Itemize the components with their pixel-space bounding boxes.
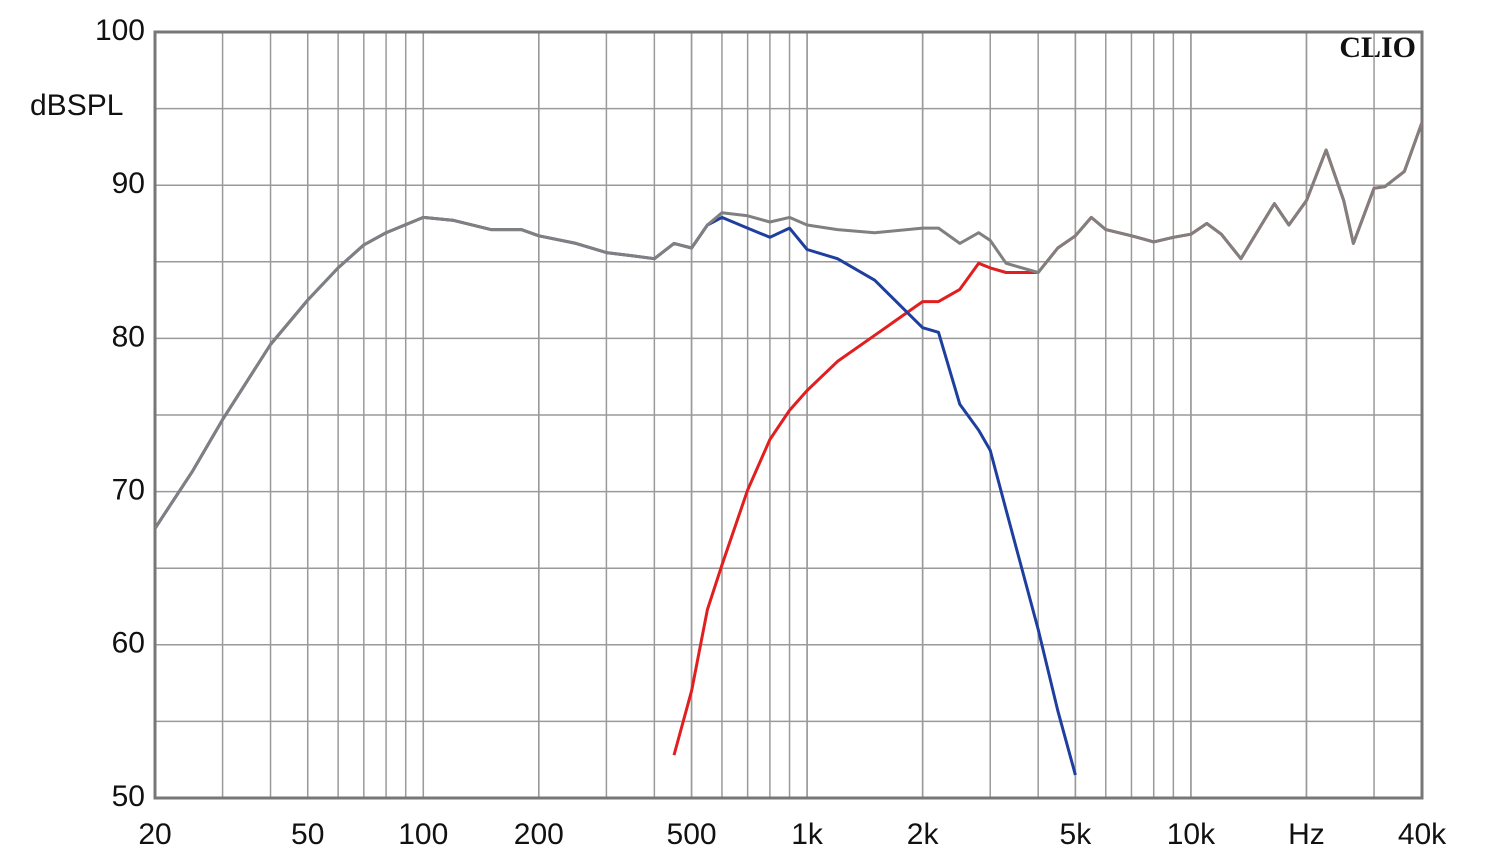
x-tick-label: 100 [398,818,448,851]
x-tick-label: Hz [1288,818,1325,851]
series-line [153,121,1424,530]
y-tick-label: 60 [112,627,145,660]
x-tick-label: 2k [907,818,940,851]
x-tick-label: 50 [291,818,324,851]
y-tick-label: 50 [112,780,145,813]
y-tick-label: 100 [95,14,145,47]
plot-frame [153,30,1424,800]
x-tick-label: 200 [514,818,564,851]
y-tick-label: 70 [112,474,145,507]
y-tick-label: 80 [112,320,145,353]
annotation: CLIO [1339,31,1416,64]
x-tick-label: 20 [138,818,171,851]
x-tick-label: 5k [1060,818,1093,851]
y-axis-label: dBSPL [30,89,123,122]
x-tick-label: 10k [1167,818,1216,851]
x-tick-label: 500 [667,818,717,851]
y-tick-label: 90 [112,167,145,200]
x-tick-label: 1k [791,818,824,851]
x-tick-label: 40k [1398,818,1447,851]
